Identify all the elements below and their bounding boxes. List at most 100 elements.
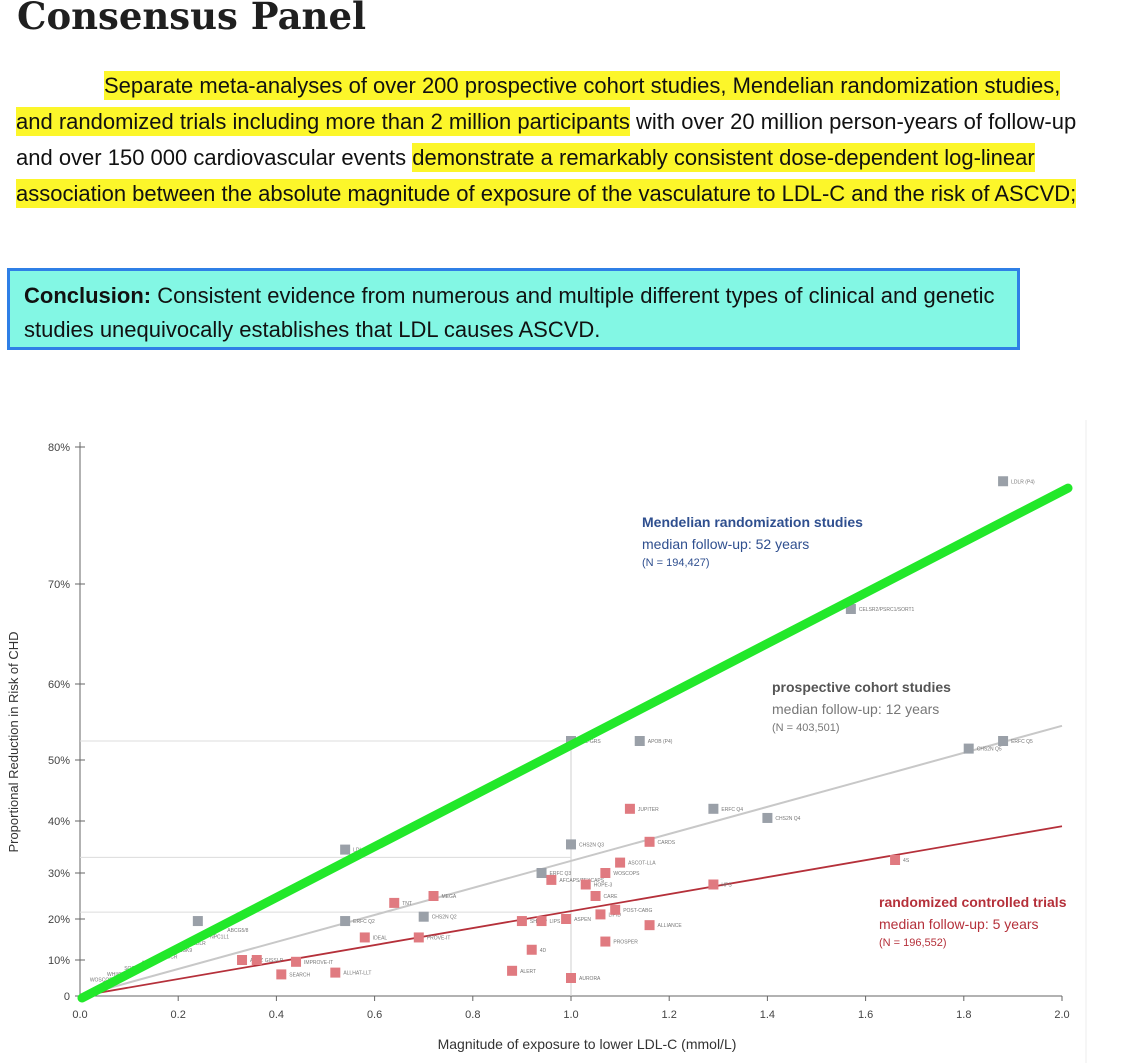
y-tick-label: 80% [48,442,70,454]
chart-guides [80,740,572,996]
data-point [251,955,262,965]
data-point [762,812,773,823]
ldl-risk-chart: 0 10% 20% 30% 40% 50% 60% 70% 80% 0.0 0.2 0.4 0.6 0.8… [0,420,1121,1063]
data-point [600,868,611,878]
data-point-label: CHS2N Q2 [432,915,457,921]
y-axis-label: Proportional Reduction in Risk of CHD [6,631,21,852]
data-point [516,916,527,927]
cluster-label: ABCG5/8 [227,928,248,934]
conclusion-body: Consistent evidence from numerous and mu… [24,283,995,342]
data-point [624,803,635,814]
x-tick-label: 0.0 [72,1009,87,1021]
data-point-label: 4D [540,948,547,954]
y-tick-label: 60% [48,679,70,691]
data-point-label: HPS [721,883,732,889]
x-tick-label: 1.6 [858,1009,873,1021]
data-point-label: ASCOT-LLA [628,861,656,867]
data-point [276,969,287,980]
data-point [536,916,547,927]
x-tick-label: 0.8 [465,1009,480,1021]
data-point [615,857,626,868]
y-tick-label: 10% [48,955,70,967]
data-point-label: TNT [402,901,412,907]
data-point-label: CHS2N Q5 [977,747,1002,753]
x-tick-label: 2.0 [1054,1009,1069,1021]
data-point-label: SEARCH [289,972,310,978]
data-point [507,965,518,976]
data-point-label: ALLIANCE [658,923,683,929]
data-point [845,604,856,614]
data-point [634,736,645,746]
cluster-label: NPC1L1 [210,935,229,941]
data-point-label: ERFC Q3 [550,871,572,877]
conclusion-label: Conclusion: [24,283,152,308]
x-tick-label: 1.2 [662,1009,677,1021]
data-point-label: LDL-GRS [579,739,601,745]
series-title: prospective cohort studies [772,679,951,695]
data-point [340,844,351,855]
data-point-label: ASPEN [574,917,591,923]
series-title: randomized controlled trials [879,894,1067,910]
data-point [526,944,537,955]
series-title: Mendelian randomization studies [642,514,863,530]
data-point [418,911,429,922]
green-trend-overlay [77,483,1073,1003]
series-labels: Mendelian randomization studies median fo… [642,514,1067,949]
data-point-label: PROSPER [613,940,638,946]
y-tick-label: 40% [48,816,70,828]
data-point [998,476,1009,487]
data-point-label: ALLHAT-LLT [343,971,371,977]
y-tick-label: 50% [48,755,70,767]
data-point [566,839,576,850]
data-point [340,916,351,927]
data-point [890,855,901,865]
data-point-label: GISSI-P [265,958,284,964]
data-point [580,879,591,890]
cluster-label: PCSK9 [176,948,193,954]
conclusion-box: Conclusion: Consistent evidence from num… [7,268,1020,350]
data-point [998,736,1009,746]
y-tick-label: 0 [64,991,70,1003]
data-point-label: IDEAL [373,935,388,941]
data-point [644,920,655,931]
data-point-label: APOB (P4) [648,739,673,745]
data-point [192,916,203,927]
data-point-label: POST-CABG [623,908,652,914]
data-point-label: ERFC Q4 [721,807,743,813]
data-point [708,803,719,814]
page-title: Consensus Panel [17,0,367,38]
data-point [413,932,424,943]
data-point-label: IMPROVE-IT [304,960,333,966]
data-point [600,936,611,947]
x-tick-label: 0.6 [367,1009,382,1021]
data-point [546,874,557,885]
data-point-label: LIPS [550,919,562,925]
data-point [330,967,341,978]
x-tick-label: 1.4 [760,1009,775,1021]
data-point [237,955,248,965]
series-followup: median follow-up: 52 years [642,536,809,552]
data-point-label: HOPE-3 [594,883,613,889]
data-point-label: LDLR (P4) [1011,479,1035,485]
data-point-label: LIPID [608,912,621,918]
data-point-label: PROVE-IT [427,935,451,941]
x-tick-label: 0.4 [269,1009,284,1021]
data-point-label: ERFC Q2 [353,919,375,925]
data-point [595,909,606,920]
data-point-label: CHS2N Q4 [775,816,800,822]
data-point [291,956,302,967]
x-tick-label: 0.2 [171,1009,186,1021]
series-n: (N = 196,552) [879,937,947,949]
summary-paragraph: Separate meta-analyses of over 200 prosp… [16,68,1086,212]
data-point-label: 4S [903,858,910,864]
data-point [708,879,719,890]
plain-segment: with over 20 million person-years of fol… [16,109,1077,170]
conclusion-text: Conclusion: Consistent evidence from num… [24,279,1009,347]
series-n: (N = 403,501) [772,722,840,734]
data-point-label: JUPITER [638,807,659,813]
data-point-label: CARDS [658,840,676,846]
data-point-label: MEGA [442,894,457,900]
data-point [536,868,547,878]
data-point-label: ALERT [520,969,536,975]
